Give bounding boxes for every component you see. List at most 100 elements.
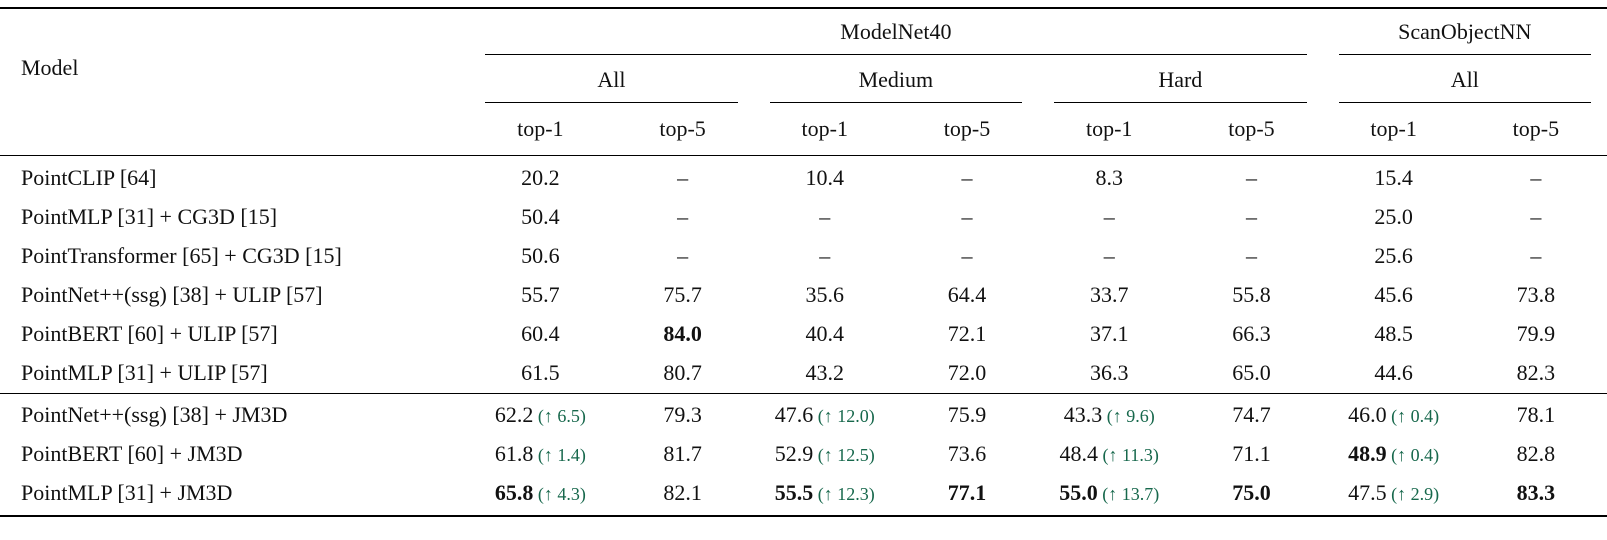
metric-value-cell: 65.8 (↑ 4.3) [469, 473, 611, 516]
metric-value: 25.6 [1374, 243, 1413, 268]
metric-value: 83.3 [1516, 479, 1556, 505]
dataset-header-cell: ModelNet40 [469, 8, 1322, 55]
metric-value: 64.4 [947, 282, 987, 307]
metric-value: – [677, 204, 689, 229]
metric-value-cell: 47.6 (↑ 12.0) [753, 392, 896, 434]
metric-value: 77.1 [947, 479, 987, 505]
metric-value-cell: 73.6 [896, 434, 1038, 473]
metric-value-cell: – [754, 237, 896, 276]
metric-value-cell: – [1180, 198, 1322, 237]
table-row: PointCLIP [64] 20.2 – 10.4 – 8.3 – 15.4 – [0, 156, 1607, 198]
metric-value-cell: 43.3 (↑ 9.6) [1038, 392, 1181, 434]
metric-value-cell: 74.7 [1180, 392, 1323, 434]
metric-value-cell: 78.1 [1464, 392, 1607, 434]
metric-value: 60.4 [521, 321, 560, 346]
metric-value: 75.0 [1232, 479, 1271, 505]
metric-value: – [1245, 243, 1257, 268]
metric-value-cell: 40.4 [754, 315, 896, 354]
model-name: PointTransformer [65] + CG3D [15] [21, 243, 342, 268]
metric-value: 43.3 [1063, 401, 1103, 427]
metric-value: – [961, 204, 973, 229]
metric-value-cell: 25.0 [1323, 198, 1465, 237]
metric-header-top5: top-5 [1464, 103, 1607, 156]
metric-value: 37.1 [1089, 321, 1129, 346]
metric-value-cell: 43.2 [754, 354, 896, 394]
metric-value-cell: 35.6 [754, 276, 896, 315]
metric-value: 55.0 [1059, 479, 1098, 505]
table-header: Model ModelNet40 ScanObjectNN All Medium… [0, 8, 1607, 156]
metric-value: 71.1 [1232, 440, 1271, 466]
metric-value-cell: 48.9 (↑ 0.4) [1323, 434, 1465, 473]
metric-value-cell: 45.6 [1323, 276, 1465, 315]
model-column-header: Model [0, 8, 470, 156]
metric-value-cell: – [1038, 198, 1180, 237]
metric-value: 61.5 [521, 360, 560, 385]
metric-value: – [1245, 165, 1257, 190]
metric-value-cell: 55.8 [1180, 276, 1322, 315]
metric-value: 80.7 [663, 360, 702, 385]
metric-value-cell: 82.8 [1465, 434, 1607, 473]
metric-value: 65.8 [494, 479, 534, 505]
metric-value: 81.7 [663, 440, 702, 466]
metric-value-cell: 75.0 [1180, 473, 1322, 516]
improvement-delta: (↑ 12.5) [813, 444, 875, 465]
metric-value-cell: 15.4 [1323, 156, 1465, 198]
metric-value: 75.7 [663, 282, 702, 307]
improvement-delta: (↑ 12.0) [813, 405, 875, 426]
metric-value: – [1103, 204, 1115, 229]
header-row-datasets: Model ModelNet40 ScanObjectNN [0, 8, 1607, 156]
metric-value-cell: 60.4 [469, 315, 611, 354]
improvement-delta: (↑ 9.6) [1102, 405, 1155, 426]
metric-value-cell: 72.0 [896, 354, 1038, 394]
metric-value: 52.9 [774, 440, 814, 466]
metric-value: 45.6 [1374, 282, 1413, 307]
metric-value: – [1530, 165, 1542, 190]
metric-value: 40.4 [805, 321, 845, 346]
metric-value: – [961, 243, 973, 268]
table-row: PointMLP [31] + ULIP [57] 61.5 80.7 43.2 72.… [0, 354, 1607, 394]
table-row: PointMLP [31] + CG3D [15] 50.4 – – – – – 25.0 – [0, 198, 1607, 237]
metric-value-cell: 50.4 [469, 198, 611, 237]
metric-value-cell: 79.9 [1465, 315, 1607, 354]
table-row: PointNet++(ssg) [38] + JM3D 62.2 (↑ 6.5) 7… [0, 392, 1607, 434]
metric-value-cell: 47.5 (↑ 2.9) [1323, 473, 1465, 516]
metric-value: 10.4 [805, 165, 845, 190]
metric-value-cell: 83.3 [1465, 473, 1607, 516]
metric-value: 35.6 [805, 282, 845, 307]
metric-header-top1: top-1 [1322, 103, 1465, 156]
table-row: PointTransformer [65] + CG3D [15] 50.6 – – –… [0, 237, 1607, 276]
metric-value: 65.0 [1232, 360, 1271, 385]
model-name: PointMLP [31] + CG3D [15] [21, 204, 278, 229]
split-header-all-scan: All [1338, 55, 1591, 103]
metric-value-cell: 48.5 [1323, 315, 1465, 354]
metric-value-cell: – [1180, 237, 1322, 276]
metric-value-cell: 61.5 [469, 354, 611, 394]
metric-value-cell: – [1038, 237, 1180, 276]
metric-value: 82.3 [1516, 360, 1556, 385]
metric-value-cell: 62.2 (↑ 6.5) [469, 392, 612, 434]
model-name: PointCLIP [64] [21, 165, 157, 190]
metric-value-cell: – [1465, 198, 1607, 237]
metric-value: – [677, 165, 689, 190]
metric-value-cell: 80.7 [611, 354, 753, 394]
improvement-delta: (↑ 0.4) [1386, 444, 1440, 465]
metric-value: – [819, 243, 831, 268]
metric-value-cell: 25.6 [1323, 237, 1465, 276]
metric-value-cell: 65.0 [1180, 354, 1322, 394]
improvement-delta: (↑ 1.4) [533, 444, 586, 465]
metric-value-cell: 48.4 (↑ 11.3) [1038, 434, 1180, 473]
metric-value: 44.6 [1374, 360, 1413, 385]
model-name: PointBERT [60] + ULIP [57] [21, 321, 278, 346]
split-header-hard: Hard [1054, 55, 1307, 103]
metric-header-top5: top-5 [895, 103, 1039, 156]
metric-value-cell: 55.0 (↑ 13.7) [1038, 473, 1180, 516]
metric-value: 55.7 [521, 282, 560, 307]
metric-value-cell: 82.1 [611, 473, 753, 516]
metric-header-top1: top-1 [1038, 103, 1181, 156]
improvement-delta: (↑ 2.9) [1386, 483, 1440, 504]
improvement-delta: (↑ 6.5) [533, 405, 586, 426]
metric-value: 75.9 [947, 401, 987, 427]
metric-value-cell: 79.3 [611, 392, 754, 434]
metric-value-cell: 84.0 [611, 315, 753, 354]
metric-value: 48.4 [1059, 440, 1099, 466]
